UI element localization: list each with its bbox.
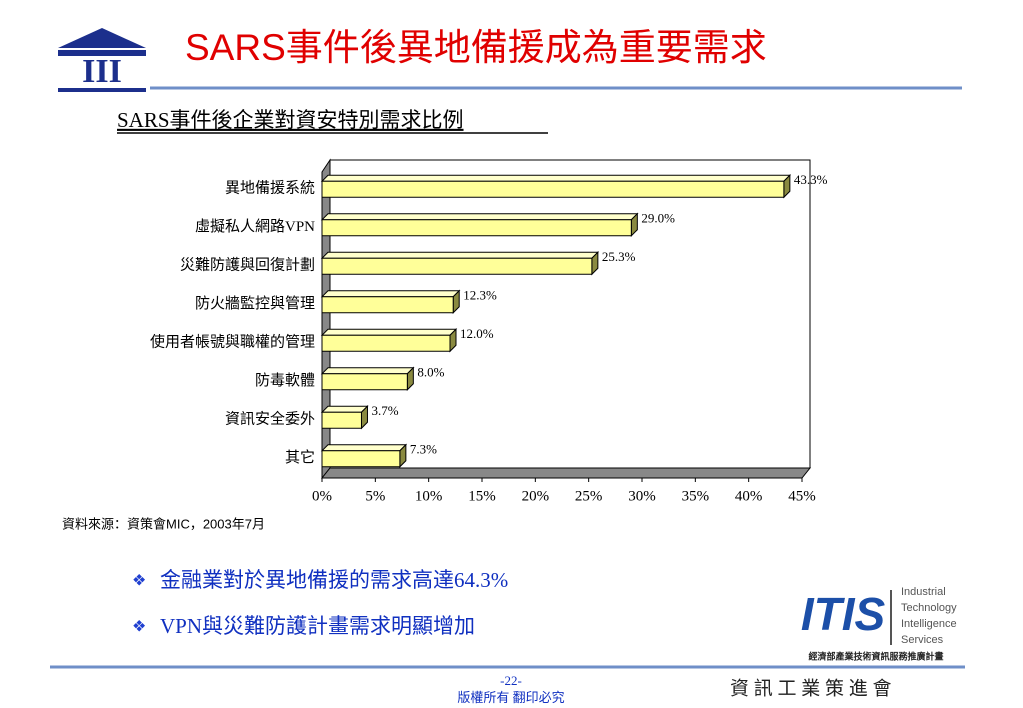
value-label: 12.3% [463,288,497,303]
value-label: 43.3% [794,172,828,187]
bar [321,334,451,352]
x-tick-label: 20% [522,488,550,504]
bullet-icon: ❖ [132,619,146,636]
floor [320,467,812,479]
bar-top [320,213,639,221]
x-tick-label: 5% [365,488,385,504]
brand-line: Intelligence [901,618,957,630]
bullet-icon: ❖ [132,573,146,590]
bar-top [320,405,369,413]
bar-top [320,174,792,182]
value-label: 8.0% [417,365,444,380]
page-number: -22- [500,673,522,688]
y-tick-label: 其它 [285,448,315,466]
bar [321,411,362,429]
bar-top [320,290,461,298]
bar-top [320,251,600,259]
chart-title: SARS事件後企業對資安特別需求比例 [117,108,464,132]
value-label: 29.0% [641,211,675,226]
bar [321,450,401,468]
bullets: ❖ 金融業對於異地備援的需求高達64.3% ❖ VPN與災難防護計畫需求明顯增加 [132,568,508,638]
y-tick-label: 虛擬私人網路VPN [195,218,315,235]
bar [321,219,632,237]
bar-top [320,444,408,452]
y-tick-label: 防毒軟體 [255,372,315,389]
bar [321,373,408,391]
x-tick-label: 15% [468,488,496,504]
bar-top [320,367,415,375]
logo: III [58,28,146,92]
y-tick-label: 災難防護與回復計劃 [180,257,315,274]
brand-line: Technology [901,602,957,614]
value-label: 25.3% [602,249,636,264]
org-name: 資 訊 工 業 策 進 會 [730,677,892,699]
brand: ITIS Industrial Technology Intelligence … [801,586,957,661]
bullet: 金融業對於異地備援的需求高達64.3% [160,568,508,592]
brand-caption: 經濟部產業技術資訊服務推廣計畫 [808,650,943,661]
bar [321,257,593,275]
y-tick-label: 資訊安全委外 [225,410,315,428]
bar-top [320,328,458,336]
x-tick-label: 35% [682,488,710,504]
value-label: 3.7% [371,403,398,418]
logo-text: III [82,53,122,90]
source-note: 資料來源：資策會MIC，2003年7月 [62,516,265,531]
x-tick-label: 0% [312,488,332,504]
x-tick-label: 40% [735,488,763,504]
x-tick-label: 25% [575,488,603,504]
y-tick-label: 防火牆監控與管理 [195,295,315,312]
side-wall [321,158,331,480]
value-label: 12.0% [460,326,494,341]
x-tick-label: 45% [788,488,816,504]
y-tick-label: 使用者帳號與職權的管理 [150,334,315,351]
slide-title: SARS事件後異地備援成為重要需求 [185,27,767,68]
bar [321,296,454,314]
back-wall [329,159,811,469]
value-label: 7.3% [410,442,437,457]
x-tick-label: 10% [415,488,443,504]
x-tick-label: 30% [628,488,656,504]
bullet: VPN與災難防護計畫需求明顯增加 [160,614,475,638]
brand-line: Services [901,634,944,646]
copyright: 版權所有 翻印必究 [457,690,564,705]
y-tick-label: 異地備援系統 [225,180,315,197]
bar [321,180,785,198]
brand-line: Industrial [901,586,946,598]
chart: 0% 5% 10% 15% 20% 25% 30% 35% 40% 45% 異地備援系統 43.3% 虛… [150,158,828,504]
brand-mark: ITIS [801,588,886,640]
